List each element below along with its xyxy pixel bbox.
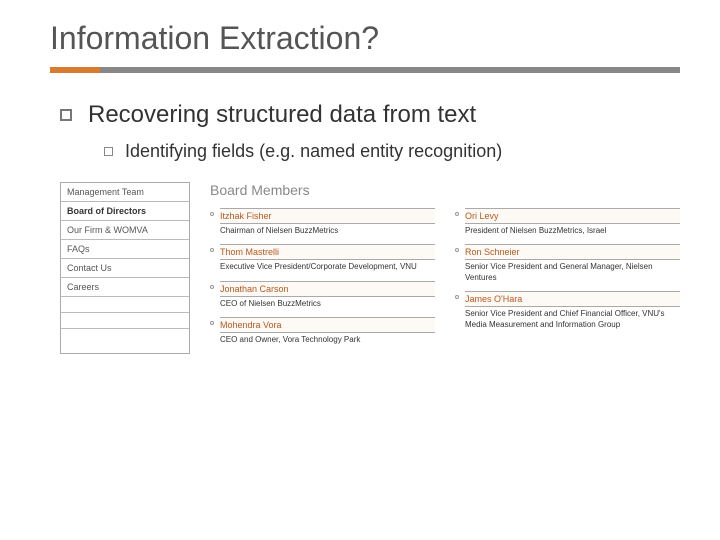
circle-bullet-icon <box>455 248 459 252</box>
member-content: Ron Schneier Senior Vice President and Ge… <box>465 244 680 283</box>
square-bullet-icon <box>60 109 72 121</box>
members-col-1: Itzhak Fisher Chairman of Nielsen BuzzMet… <box>210 208 435 354</box>
member-role: Senior Vice President and Chief Financia… <box>465 309 680 330</box>
sidebar-item[interactable]: Board of Directors <box>61 202 189 221</box>
member-content: Jonathan Carson CEO of Nielsen BuzzMetric… <box>220 281 435 309</box>
sidebar-item[interactable] <box>61 297 189 313</box>
member-name[interactable]: Ori Levy <box>465 208 680 224</box>
member-content: Thom Mastrelli Executive Vice President/C… <box>220 244 435 272</box>
member-name[interactable]: James O'Hara <box>465 291 680 307</box>
member-name[interactable]: Mohendra Vora <box>220 317 435 333</box>
circle-bullet-icon <box>455 295 459 299</box>
member-name[interactable]: Thom Mastrelli <box>220 244 435 260</box>
main-content: Board Members Itzhak Fisher Chairman of N… <box>210 182 680 354</box>
bullet-sub: Identifying fields (e.g. named entity re… <box>50 141 680 162</box>
member-item: James O'Hara Senior Vice President and Ch… <box>455 291 680 330</box>
member-name[interactable]: Ron Schneier <box>465 244 680 260</box>
member-content: Ori Levy President of Nielsen BuzzMetrics… <box>465 208 680 236</box>
circle-bullet-icon <box>455 212 459 216</box>
sidebar-item[interactable]: Careers <box>61 278 189 297</box>
accent-left <box>50 67 100 73</box>
member-role: Chairman of Nielsen BuzzMetrics <box>220 226 435 236</box>
member-item: Ron Schneier Senior Vice President and Ge… <box>455 244 680 283</box>
bullet-main: Recovering structured data from text <box>50 101 680 129</box>
sidebar-item[interactable]: Our Firm & WOMVA <box>61 221 189 240</box>
members-columns: Itzhak Fisher Chairman of Nielsen BuzzMet… <box>210 208 680 354</box>
circle-bullet-icon <box>210 212 214 216</box>
accent-right <box>100 67 680 73</box>
sidebar-nav: Management TeamBoard of DirectorsOur Fir… <box>60 182 190 354</box>
sidebar-item[interactable] <box>61 313 189 329</box>
section-title: Board Members <box>210 182 680 198</box>
accent-bar <box>50 67 680 73</box>
member-name[interactable]: Itzhak Fisher <box>220 208 435 224</box>
member-item: Mohendra Vora CEO and Owner, Vora Technol… <box>210 317 435 345</box>
member-role: President of Nielsen BuzzMetrics, Israel <box>465 226 680 236</box>
member-content: James O'Hara Senior Vice President and Ch… <box>465 291 680 330</box>
circle-bullet-icon <box>210 248 214 252</box>
slide: Information Extraction? Recovering struc… <box>0 0 720 540</box>
member-role: CEO and Owner, Vora Technology Park <box>220 335 435 345</box>
member-role: CEO of Nielsen BuzzMetrics <box>220 299 435 309</box>
bullet-sub-text: Identifying fields (e.g. named entity re… <box>125 141 502 162</box>
member-name[interactable]: Jonathan Carson <box>220 281 435 297</box>
sidebar-item[interactable]: Management Team <box>61 183 189 202</box>
sidebar-item[interactable]: Contact Us <box>61 259 189 278</box>
member-content: Mohendra Vora CEO and Owner, Vora Technol… <box>220 317 435 345</box>
slide-title: Information Extraction? <box>50 20 680 57</box>
circle-bullet-icon <box>210 321 214 325</box>
bullet-main-text: Recovering structured data from text <box>88 101 476 129</box>
member-item: Thom Mastrelli Executive Vice President/C… <box>210 244 435 272</box>
member-item: Ori Levy President of Nielsen BuzzMetrics… <box>455 208 680 236</box>
sidebar-item[interactable]: FAQs <box>61 240 189 259</box>
webpage-screenshot: Management TeamBoard of DirectorsOur Fir… <box>50 182 680 354</box>
square-bullet-icon <box>104 147 113 156</box>
member-item: Jonathan Carson CEO of Nielsen BuzzMetric… <box>210 281 435 309</box>
member-content: Itzhak Fisher Chairman of Nielsen BuzzMet… <box>220 208 435 236</box>
circle-bullet-icon <box>210 285 214 289</box>
member-role: Executive Vice President/Corporate Devel… <box>220 262 435 272</box>
member-item: Itzhak Fisher Chairman of Nielsen BuzzMet… <box>210 208 435 236</box>
member-role: Senior Vice President and General Manage… <box>465 262 680 283</box>
members-col-2: Ori Levy President of Nielsen BuzzMetrics… <box>455 208 680 354</box>
